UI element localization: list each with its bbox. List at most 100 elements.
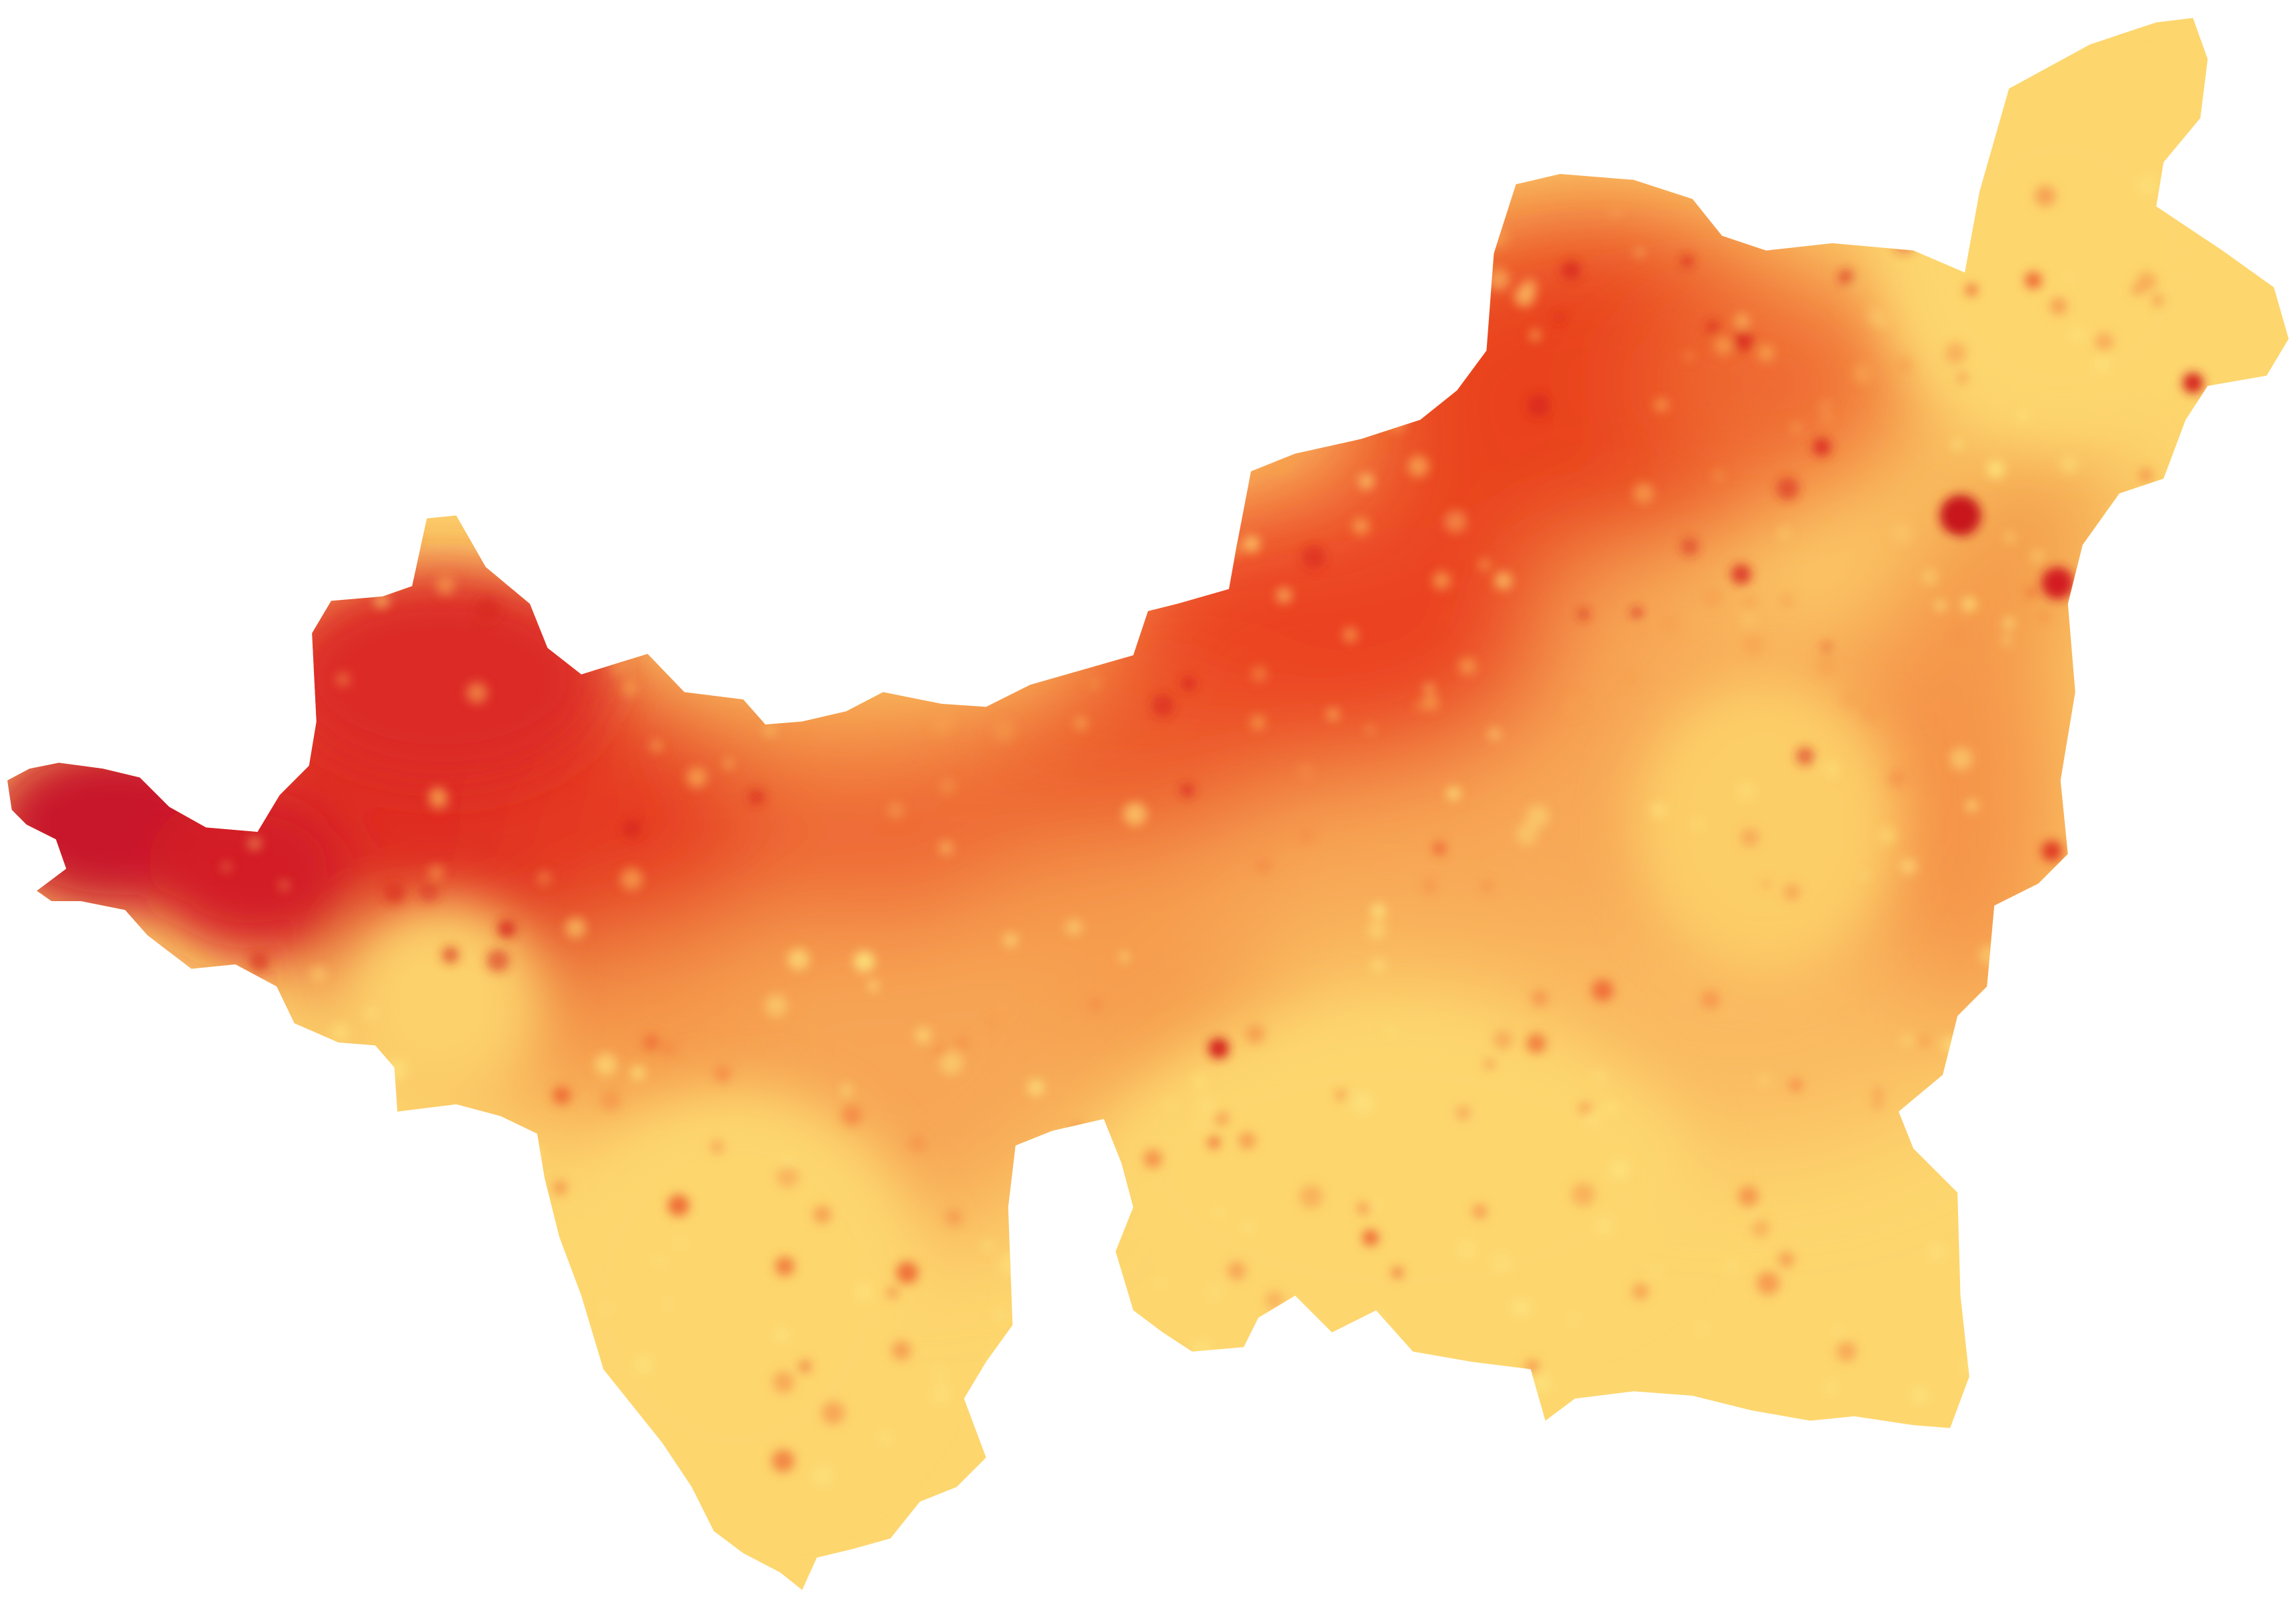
heat-speckle — [1250, 269, 1272, 289]
heat-speckle — [686, 767, 708, 788]
heat-speckle — [1684, 351, 1694, 362]
heat-speckle — [1208, 1136, 1220, 1148]
heat-speckle — [565, 917, 586, 938]
heat-speckle — [2157, 1144, 2177, 1165]
heat-speckle — [1860, 700, 1883, 723]
heat-speckle — [1819, 400, 1831, 412]
heat-speckle — [213, 782, 229, 798]
heat-speckle — [1365, 725, 1375, 735]
heat-speckle — [2133, 1012, 2149, 1028]
heat-speckle — [1336, 1421, 1346, 1431]
heat-speckle — [1300, 828, 1313, 842]
heat-speckle — [1514, 286, 1535, 307]
zone-red-northwest — [279, 574, 604, 781]
heat-speckle — [1387, 413, 1406, 432]
heat-speckle — [1777, 527, 1791, 541]
heat-speckle — [1832, 1324, 1844, 1336]
heat-speckle — [1795, 747, 1814, 765]
heat-speckle — [563, 283, 578, 298]
heat-speckle — [1487, 268, 1510, 291]
heat-dark-points — [1208, 373, 2203, 1059]
heat-speckle — [788, 568, 810, 589]
heat-speckle — [750, 361, 766, 377]
heat-speckle — [774, 1327, 790, 1343]
heat-speckle — [1943, 1038, 1957, 1052]
heat-speckle — [1778, 1251, 1794, 1268]
heat-speckle — [1137, 499, 1152, 514]
heat-speckle — [1134, 199, 1156, 222]
heat-speckle — [2095, 333, 2113, 351]
heat-speckle — [714, 1064, 731, 1082]
heat-speckle — [1815, 655, 1837, 677]
heat-speckle — [724, 759, 734, 769]
heat-speckle — [2107, 1436, 2126, 1454]
heat-speckle — [1392, 1267, 1403, 1278]
heat-speckle — [1896, 209, 1919, 233]
heat-speckle — [1205, 1282, 1225, 1302]
heat-speckle — [1516, 822, 1538, 845]
heat-speckle — [1731, 564, 1751, 585]
heat-speckle — [2119, 795, 2130, 805]
heat-speckle — [435, 1328, 449, 1342]
heat-speckle — [2167, 1182, 2181, 1196]
heat-speckle — [1418, 366, 1438, 386]
heat-speckle — [600, 1302, 614, 1316]
heat-speckle — [479, 209, 500, 229]
heat-speckle — [956, 1037, 968, 1049]
heat-speckle — [1578, 609, 1590, 620]
heat-speckle — [1190, 1338, 1213, 1360]
heat-speckle — [399, 1432, 423, 1456]
heat-speckle — [654, 538, 672, 557]
heat-speckle — [1358, 1202, 1370, 1214]
zone-yellow-southeast — [1104, 1016, 1693, 1340]
heat-speckle — [943, 525, 968, 549]
heat-speckle — [2093, 355, 2111, 374]
heat-speckle — [2059, 455, 2079, 474]
heat-speckle — [1860, 870, 1869, 880]
heat-speckle — [1326, 708, 1340, 721]
heat-speckle — [2153, 295, 2163, 306]
heat-speckle — [385, 1058, 408, 1081]
heat-speckle — [1805, 1478, 1818, 1492]
heat-speckle — [938, 255, 961, 278]
heat-speckle — [642, 1034, 660, 1051]
heat-speckle — [1038, 286, 1055, 303]
heat-speckle — [1695, 1322, 1710, 1337]
heat-speckle — [1528, 395, 1550, 417]
heat-speckle — [1484, 1404, 1496, 1417]
heat-speckle — [1246, 1024, 1265, 1044]
heat-speckle — [224, 1000, 247, 1023]
heat-speckle — [486, 948, 510, 972]
heat-speckle — [738, 302, 762, 326]
heat-speckle — [724, 192, 739, 206]
heat-speckle — [913, 226, 933, 247]
zone-red-nw — [515, 707, 780, 942]
heat-speckle — [1385, 204, 1400, 219]
heat-speckle — [1532, 990, 1548, 1006]
heat-speckle — [1783, 883, 1801, 901]
heat-speckle — [234, 1253, 258, 1277]
heat-speckle — [1296, 281, 1311, 297]
heat-speckle — [1631, 607, 1642, 619]
heat-speckle — [1126, 344, 1147, 365]
heat-speckle — [1406, 225, 1428, 249]
heat-speckle — [1027, 1078, 1044, 1096]
heat-speckle — [2001, 635, 2013, 646]
heat-speckle — [1714, 336, 1733, 355]
heat-speckle — [774, 1256, 795, 1276]
heat-speckle — [429, 787, 447, 805]
heat-speckle — [1423, 695, 1439, 711]
heat-speckle — [1998, 1280, 2020, 1302]
heat-speckle — [1738, 1186, 1759, 1206]
heat-speckle — [1952, 439, 1963, 450]
heat-speckle — [1482, 881, 1492, 891]
heat-speckle — [1401, 253, 1424, 277]
heat-speckle — [327, 259, 337, 270]
heat-speckle — [1892, 230, 1916, 254]
heat-speckle — [1406, 276, 1424, 295]
zone-yellow-south — [545, 1089, 928, 1502]
heat-speckle — [295, 1417, 307, 1429]
heat-speckle — [1658, 614, 1679, 635]
heat-speckle — [1274, 1452, 1294, 1471]
heat-speckle — [1116, 1424, 1140, 1447]
